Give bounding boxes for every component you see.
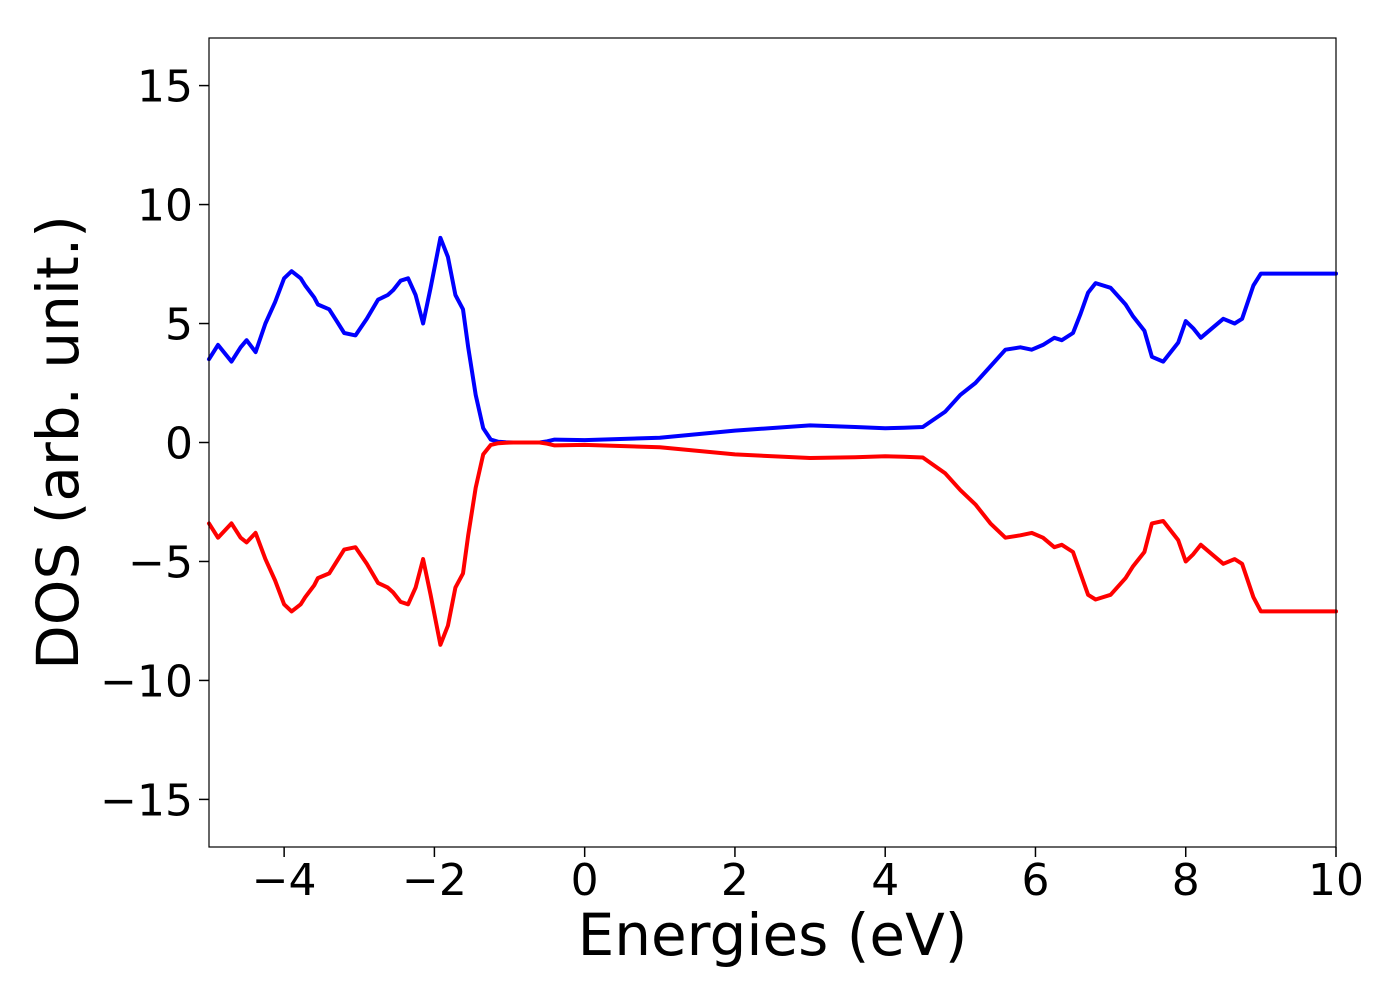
- series-line-1: [207, 440, 1338, 647]
- x-tick-label: 8: [1172, 855, 1200, 906]
- x-tick-label: 4: [871, 855, 899, 906]
- y-axis-ticks: −15 −10 −5 0 5 10 15: [100, 62, 209, 826]
- x-tick-label: 2: [721, 855, 749, 906]
- y-tick-label: −5: [128, 537, 193, 588]
- y-axis-title: DOS (arb. unit.): [24, 215, 92, 670]
- y-tick-label: 5: [165, 300, 193, 351]
- y-tick-label: −15: [100, 775, 193, 826]
- y-tick-label: 15: [137, 62, 193, 113]
- series-line-0: [207, 235, 1338, 445]
- x-tick-label: −4: [252, 855, 317, 906]
- x-tick-label: 0: [571, 855, 599, 906]
- x-tick-label: −2: [402, 855, 467, 906]
- plot-frame: [208, 37, 1337, 848]
- y-tick-label: 0: [165, 419, 193, 470]
- y-tick-label: 10: [137, 181, 193, 232]
- x-tick-label: 6: [1021, 855, 1049, 906]
- y-tick-label: −10: [100, 656, 193, 707]
- x-axis-ticks: −4 −2 0 2 4 6 8 10: [252, 847, 1364, 906]
- x-axis-title: Energies (eV): [578, 901, 968, 969]
- series-layer: [207, 235, 1338, 647]
- x-tick-label: 10: [1308, 855, 1364, 906]
